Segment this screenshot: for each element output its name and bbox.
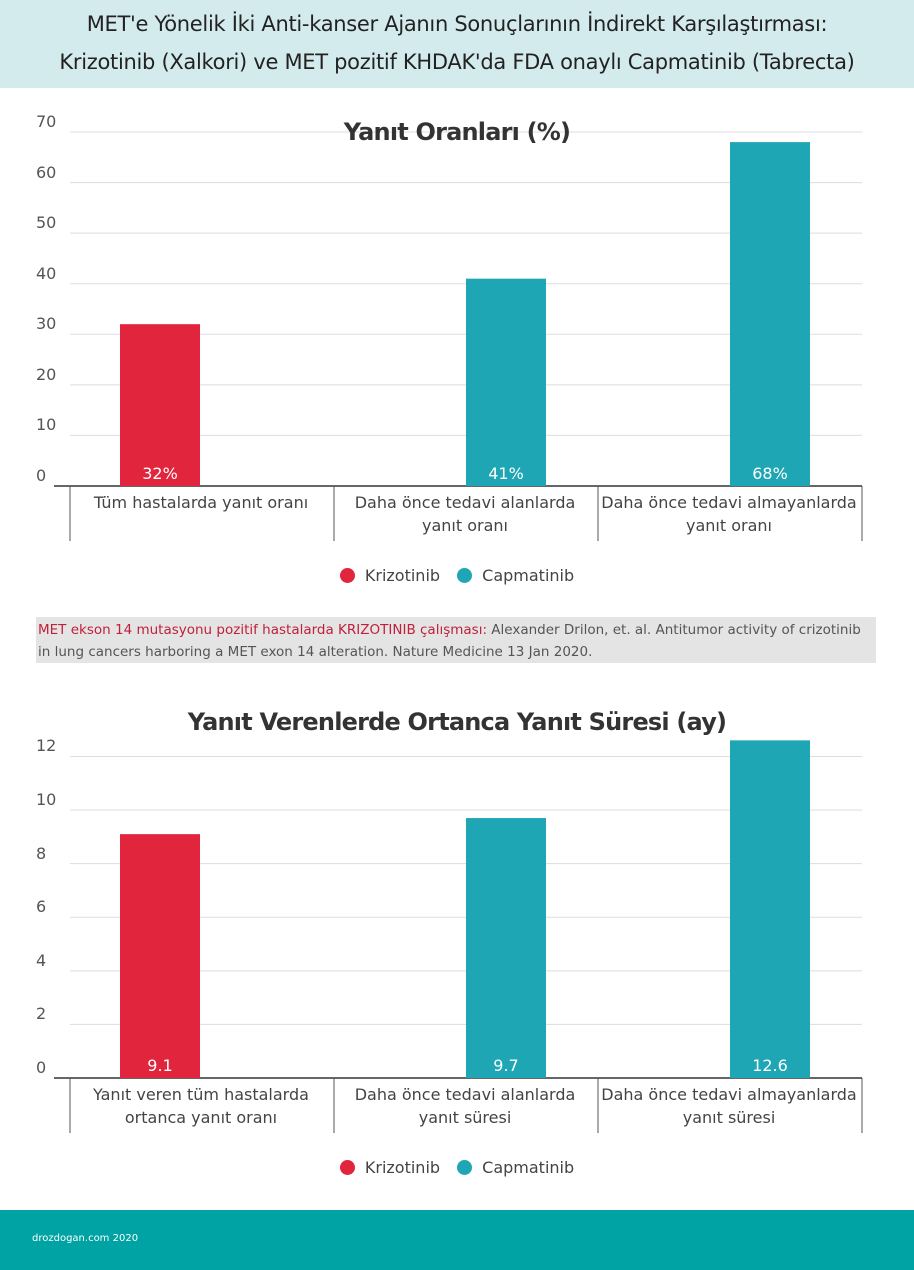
study-reference-lead: MET ekson 14 mutasyonu pozitif hastalard… xyxy=(38,622,487,638)
response-duration-legend: Krizotinib Capmatinib xyxy=(0,1158,914,1182)
bar-krizotinib xyxy=(120,834,200,1078)
y-tick-label: 20 xyxy=(36,364,57,384)
krizotinib-dot-icon xyxy=(339,1160,355,1175)
category-label: Tüm hastalarda yanıt oranı xyxy=(93,493,309,512)
footer-credit: drozdogan.com 2020 xyxy=(32,1233,139,1244)
study-reference-text: Alexander Drilon, et. al. Antitumor acti… xyxy=(38,622,861,660)
category-label: Daha önce tedavi alanlarda yanıt oranı xyxy=(354,493,576,535)
category-label: Daha önce tedavi almayanlarda yanıt oran… xyxy=(601,493,857,535)
category-label: Yanıt veren tüm hastalarda ortanca yanıt… xyxy=(93,1085,309,1127)
response-duration-chart: Yanıt Verenlerde Ortanca Yanıt Süresi (a… xyxy=(0,692,914,1192)
bar-value-label: 12.6 xyxy=(752,1056,788,1075)
bar-value-label: 9.1 xyxy=(147,1056,173,1075)
capmatinib-dot-icon xyxy=(457,568,473,583)
header-title-line-1: MET'e Yönelik İki Anti-kanser Ajanın Son… xyxy=(86,12,828,36)
legend-item-krizotinib: Krizotinib xyxy=(339,566,441,585)
y-tick-label: 50 xyxy=(36,213,57,233)
category-label: Daha önce tedavi almayanlarda yanıt süre… xyxy=(601,1085,857,1127)
response-rate-chart-svg xyxy=(54,131,863,541)
response-rate-chart-title: Yanıt Oranları (%) xyxy=(343,118,571,146)
response-duration-chart-svg xyxy=(54,740,863,1133)
y-tick-label: 30 xyxy=(36,314,57,334)
legend-item-krizotinib: Krizotinib xyxy=(339,1158,441,1177)
legend-item-capmatinib: Capmatinib xyxy=(457,1158,574,1177)
bar-krizotinib xyxy=(120,324,200,486)
y-tick-label: 8 xyxy=(36,843,47,863)
y-tick-label: 70 xyxy=(36,112,57,131)
y-tick-label: 2 xyxy=(36,1004,47,1024)
page-footer: drozdogan.com 2020 xyxy=(0,1210,914,1270)
legend-label: Krizotinib xyxy=(364,566,441,585)
category-label: Daha önce tedavi alanlarda yanıt süresi xyxy=(354,1085,576,1127)
bar-value-label: 9.7 xyxy=(493,1056,519,1075)
study-reference-note: MET ekson 14 mutasyonu pozitif hastalard… xyxy=(36,617,876,663)
bar-capmatinib xyxy=(730,142,810,486)
bar-value-label: 68% xyxy=(752,464,788,483)
response-duration-chart-title: Yanıt Verenlerde Ortanca Yanıt Süresi (a… xyxy=(187,708,727,736)
y-tick-label: 6 xyxy=(36,897,47,917)
y-tick-label: 40 xyxy=(36,263,57,283)
y-tick-label: 10 xyxy=(36,415,57,435)
capmatinib-dot-icon xyxy=(457,1160,473,1175)
bar-capmatinib xyxy=(730,740,810,1078)
response-rate-legend: Krizotinib Capmatinib xyxy=(0,566,914,590)
header-title-line-2: Krizotinib (Xalkori) ve MET pozitif KHDA… xyxy=(59,50,855,74)
legend-item-capmatinib: Capmatinib xyxy=(457,566,574,585)
bar-capmatinib xyxy=(466,818,546,1078)
legend-label: Krizotinib xyxy=(364,1158,441,1177)
y-tick-label: 12 xyxy=(36,736,57,756)
y-tick-label: 0 xyxy=(36,1058,47,1077)
response-rate-chart: Yanıt Oranları (%) Tüm hastalarda yanıt … xyxy=(0,100,914,600)
krizotinib-dot-icon xyxy=(339,568,355,583)
bar-capmatinib xyxy=(466,278,546,486)
bar-value-label: 32% xyxy=(142,464,178,483)
bar-value-label: 41% xyxy=(488,464,524,483)
y-tick-label: 4 xyxy=(36,950,47,970)
page-header: MET'e Yönelik İki Anti-kanser Ajanın Son… xyxy=(0,0,914,88)
y-tick-label: 60 xyxy=(36,162,57,182)
y-tick-label: 10 xyxy=(36,790,57,810)
y-tick-label: 0 xyxy=(36,466,47,485)
legend-label: Capmatinib xyxy=(482,566,575,585)
legend-label: Capmatinib xyxy=(482,1158,575,1177)
